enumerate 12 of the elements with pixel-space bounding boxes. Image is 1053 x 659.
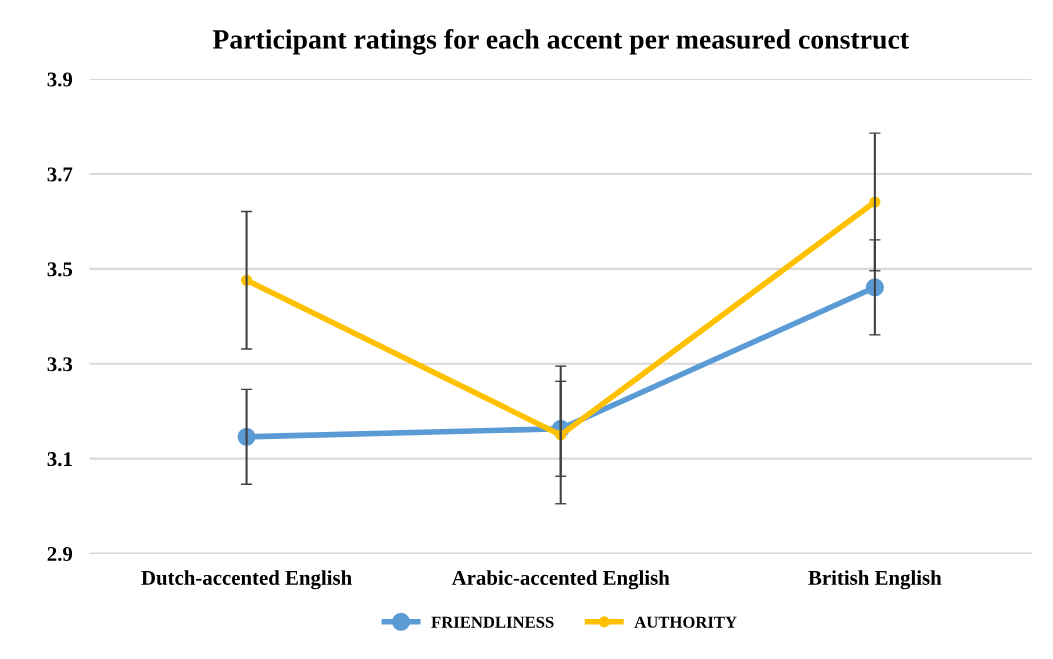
legend-label: AUTHORITY (634, 616, 737, 628)
y-tick-label: 3.9 (47, 72, 73, 87)
y-tick-label: 3.5 (47, 262, 73, 277)
chart-title: Participant ratings for each accent per measured construct (212, 28, 909, 55)
y-tick-label: 3.1 (47, 452, 72, 467)
y-tick-label: 3.3 (47, 357, 73, 372)
x-tick-label: Arabic-accented English (451, 570, 670, 590)
y-tick-label: 3.7 (47, 167, 73, 182)
x-tick-label: British English (808, 570, 942, 590)
y-tick-label: 2.9 (47, 546, 73, 562)
x-tick-label: Dutch-accented English (141, 570, 352, 590)
legend-label: FRIENDLINESS (431, 616, 554, 628)
